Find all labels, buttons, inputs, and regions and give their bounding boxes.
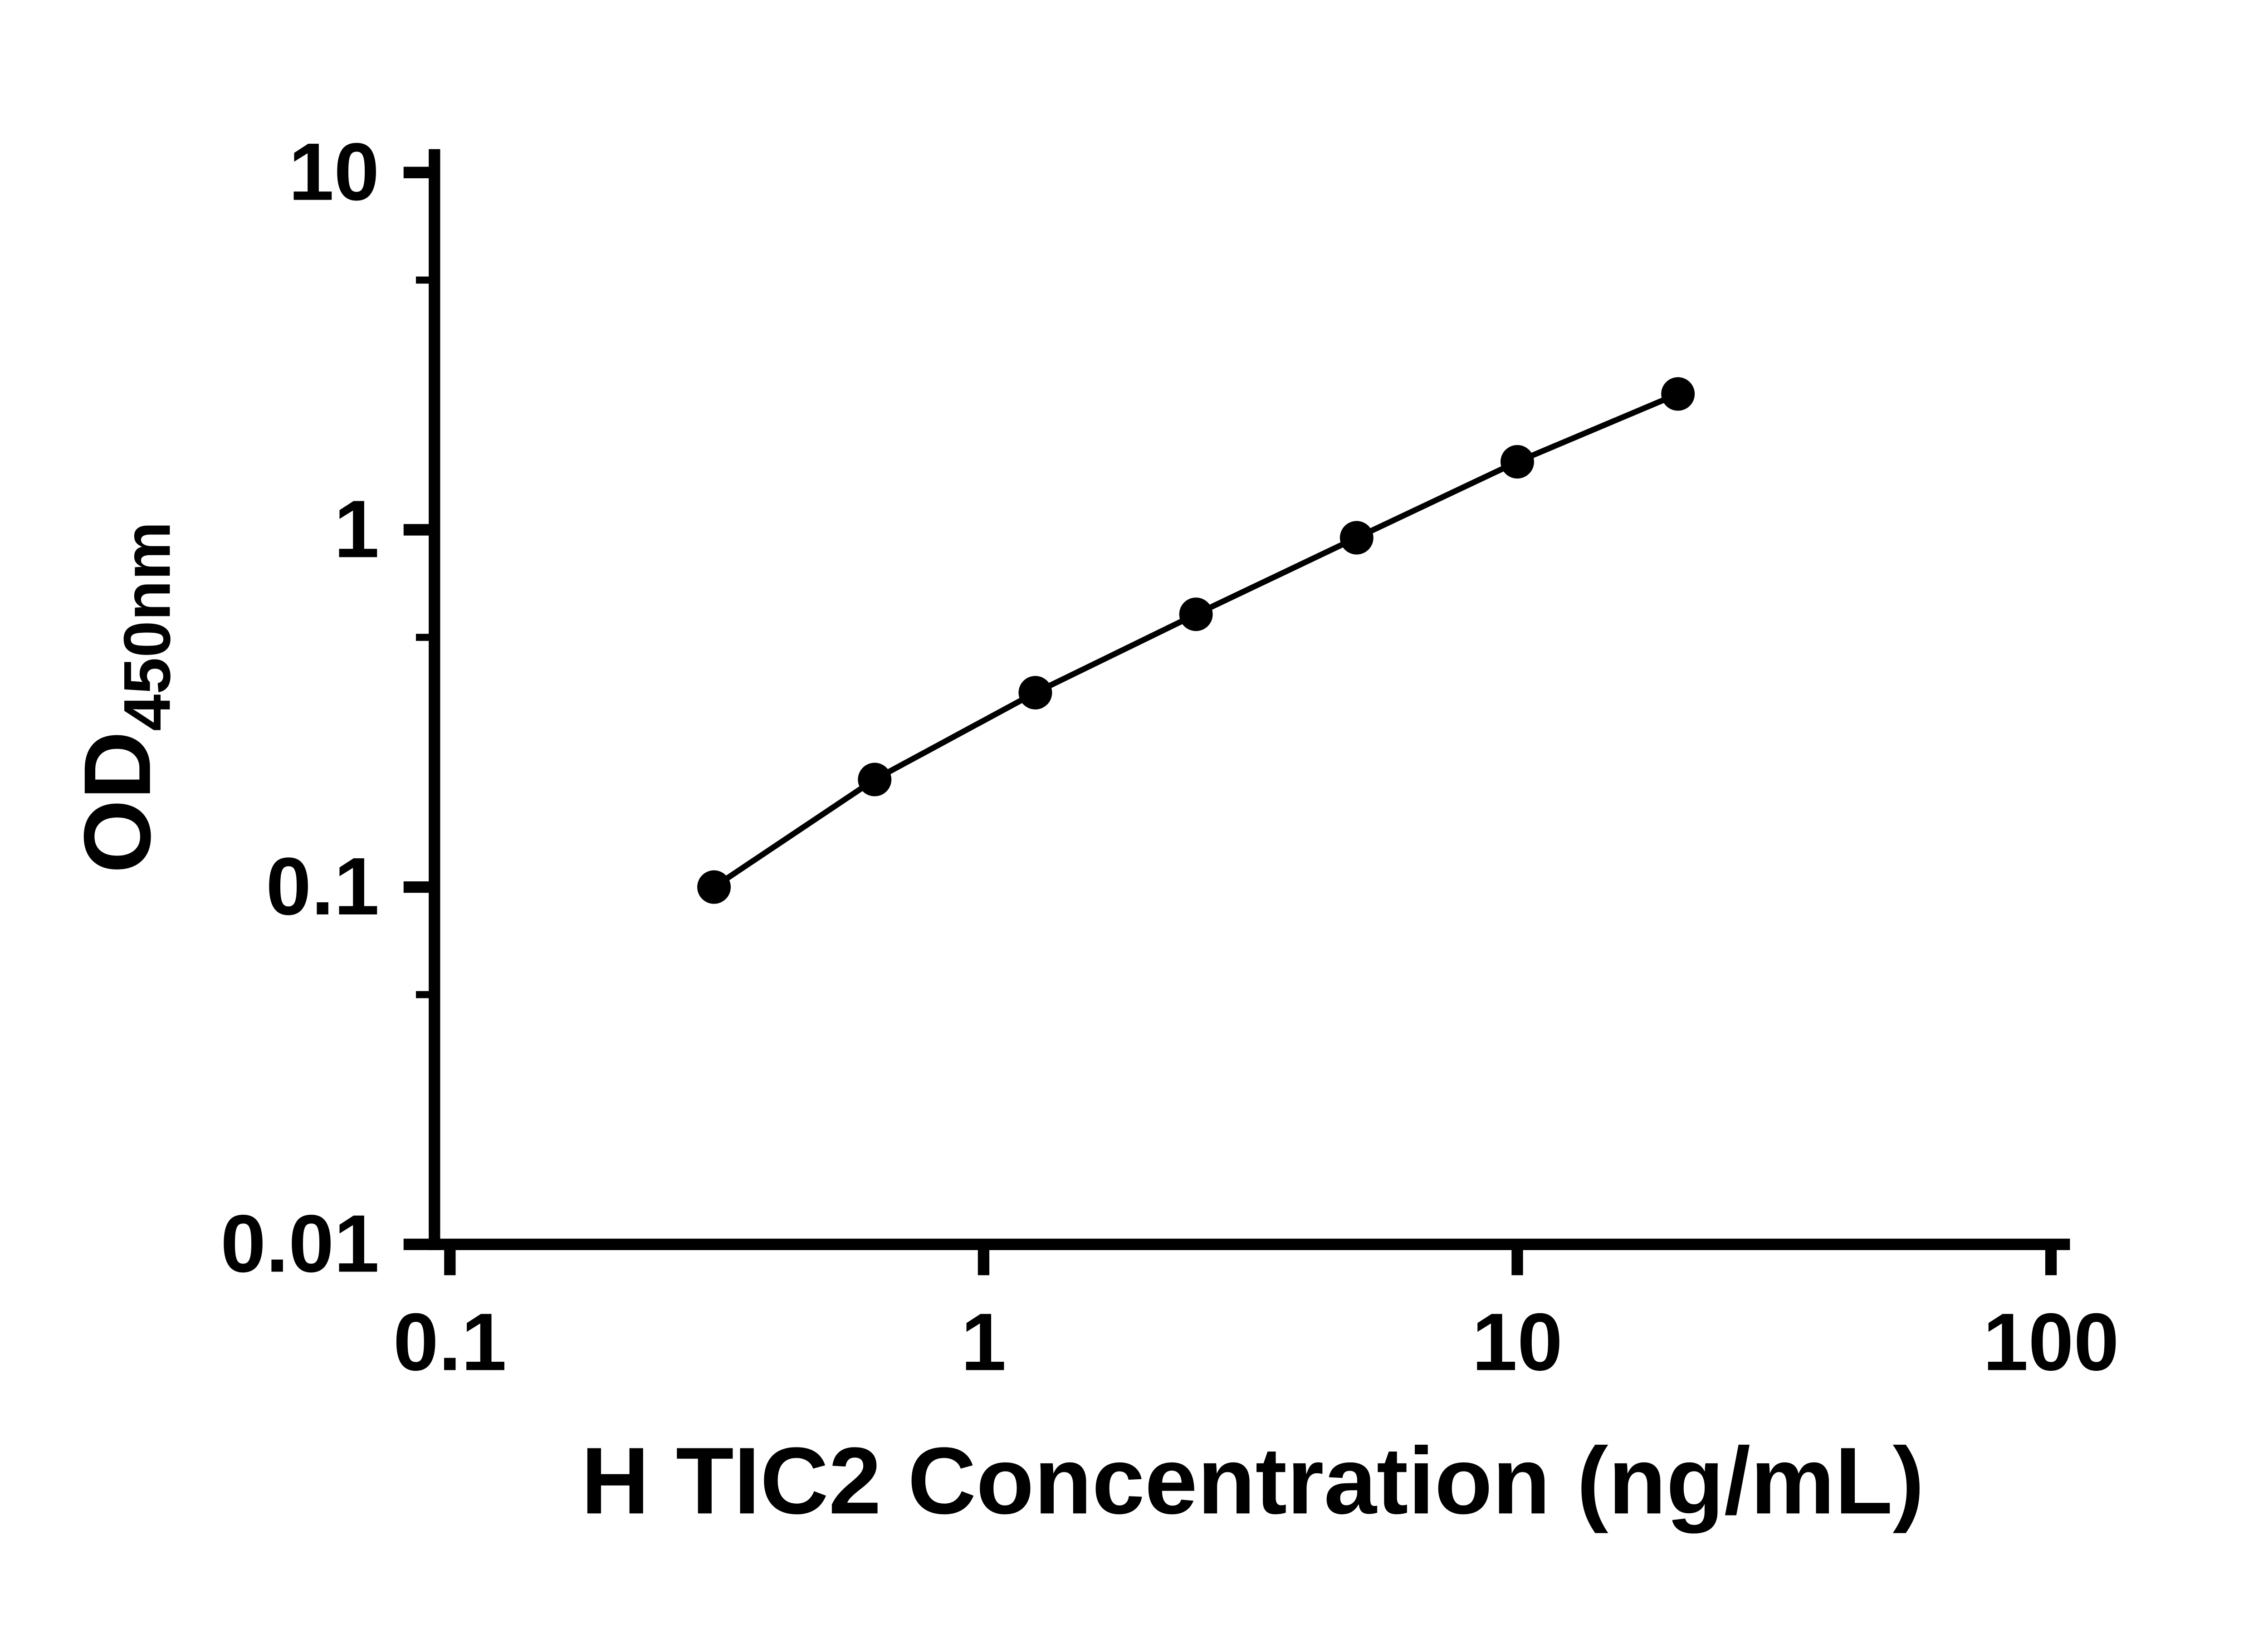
x-tick-label: 1	[961, 1296, 1006, 1388]
y-tick-label: 10	[288, 127, 379, 218]
y-tick-label: 0.1	[266, 841, 379, 932]
standard-curve-line	[711, 391, 1681, 890]
y-tick-label: 0.01	[220, 1198, 379, 1290]
x-axis-title: H TIC2 Concentration (ng/mL)	[581, 1428, 1924, 1534]
data-point	[1339, 521, 1374, 555]
y-axis-title: OD450nm	[65, 522, 184, 874]
y-axis-title-subscript: 450nm	[110, 522, 184, 731]
axes	[429, 149, 2070, 1250]
data-series	[697, 377, 1695, 904]
x-tick-label: 0.1	[393, 1296, 507, 1388]
x-tick-label: 100	[1983, 1296, 2119, 1388]
data-point	[1501, 445, 1534, 479]
data-point	[1018, 676, 1052, 710]
data-point	[858, 763, 892, 797]
y-axis-title-main: OD	[65, 731, 171, 874]
x-tick-label: 10	[1472, 1296, 1563, 1388]
y-tick-label: 1	[334, 484, 379, 575]
data-point	[1179, 597, 1213, 631]
ticks	[403, 166, 2057, 1276]
data-point	[697, 870, 731, 904]
data-point	[1661, 377, 1695, 411]
